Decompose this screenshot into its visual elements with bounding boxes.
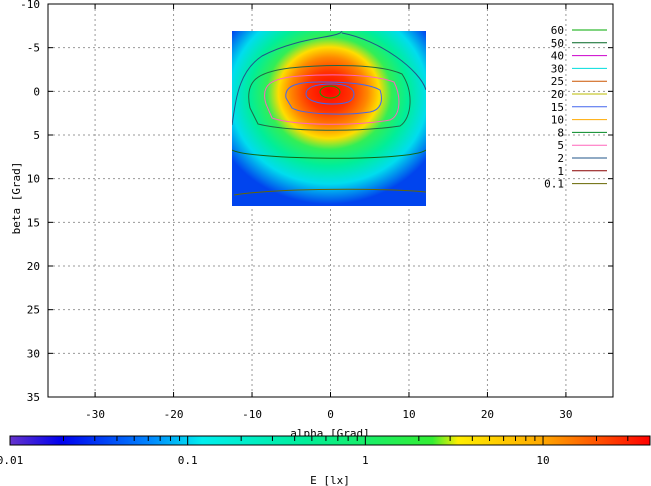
x-tick-label: -20 (164, 408, 184, 421)
x-tick-label: -10 (242, 408, 262, 421)
x-tick-label: -30 (85, 408, 105, 421)
y-tick-label: 35 (27, 391, 40, 404)
y-tick-label: 20 (27, 260, 40, 273)
legend-label: 30 (551, 62, 564, 75)
colorbar-label: E [lx] (310, 474, 350, 486)
colorbar-tick-label: 10 (536, 454, 549, 467)
legend-label: 8 (557, 126, 564, 139)
contour-60 (319, 85, 341, 99)
y-axis-label: beta [Grad] (10, 162, 23, 235)
x-tick-label: 30 (559, 408, 572, 421)
x-tick-label: 10 (402, 408, 415, 421)
contour-0.1 (233, 188, 426, 196)
legend-label: 0.1 (544, 178, 564, 191)
y-tick-label: 30 (27, 347, 40, 360)
colorbar-tick-label: 1 (362, 454, 369, 467)
y-tick-label: 10 (27, 173, 40, 186)
contour-1 (232, 149, 426, 159)
legend-label: 2 (557, 152, 564, 165)
heatmap (232, 31, 426, 206)
y-tick-label: 5 (33, 129, 40, 142)
legend-label: 1 (557, 165, 564, 178)
legend-label: 25 (551, 75, 564, 88)
y-tick-label: -10 (20, 0, 40, 11)
x-tick-label: 20 (481, 408, 494, 421)
colorbar-tick-label: 0.1 (178, 454, 198, 467)
colorbar-tick-label: 0.01 (0, 454, 23, 467)
legend-label: 60 (551, 24, 564, 37)
contour-20 (285, 81, 383, 115)
legend-label: 10 (551, 114, 564, 127)
contour-40 (305, 83, 355, 105)
x-axis: -30 -20 -10 0 10 20 30 (85, 4, 573, 421)
y-tick-label: -5 (27, 42, 40, 55)
legend-label: 50 (551, 37, 564, 50)
colorbar-gradient (9, 435, 651, 446)
colorbar-ticks: 0.01 0.1 1 10 (0, 436, 651, 467)
y-tick-label: 15 (27, 216, 40, 229)
y-tick-label: 25 (27, 304, 40, 317)
contour-10 (264, 74, 400, 125)
x-tick-label: 0 (327, 408, 334, 421)
legend-label: 5 (557, 139, 564, 152)
legend-label: 15 (551, 101, 564, 114)
y-tick-label: 0 (33, 85, 40, 98)
legend-label: 40 (551, 50, 564, 63)
colorbar: 0.01 0.1 1 10 E [lx] (0, 435, 651, 486)
legend-label: 20 (551, 88, 564, 101)
contour-5 (248, 65, 411, 131)
contour-2 (232, 31, 426, 126)
